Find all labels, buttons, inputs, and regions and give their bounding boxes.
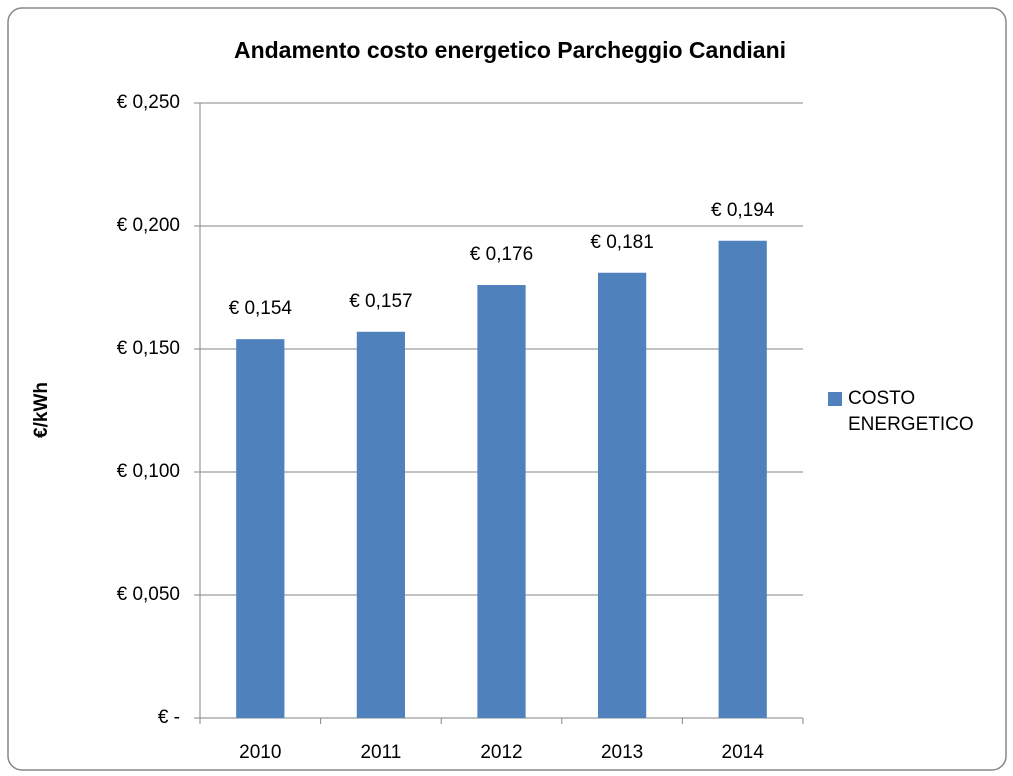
x-tick-label: 2012 xyxy=(480,742,522,763)
y-tick-label: € 0,100 xyxy=(117,461,180,482)
bar xyxy=(597,272,647,718)
y-tick-label: € 0,050 xyxy=(117,584,180,605)
bar xyxy=(477,285,526,718)
y-tick-label: € 0,250 xyxy=(117,92,180,113)
x-tick-label: 2010 xyxy=(239,742,281,763)
legend-label: COSTO ENERGETICO xyxy=(848,388,974,435)
x-tick-label: 2011 xyxy=(360,742,401,763)
data-label: € 0,181 xyxy=(590,232,653,253)
data-label: € 0,194 xyxy=(711,200,775,221)
bar xyxy=(718,240,767,718)
legend-swatch xyxy=(828,392,842,406)
x-tick-label: 2014 xyxy=(722,742,765,763)
bar xyxy=(356,331,406,718)
data-label: € 0,154 xyxy=(229,298,293,319)
y-tick-label: € 0,200 xyxy=(117,215,180,236)
y-axis-label: €/kWh xyxy=(31,382,52,438)
chart-title: Andamento costo energetico Parcheggio Ca… xyxy=(234,37,786,63)
bar xyxy=(236,339,285,718)
y-tick-label: € - xyxy=(158,707,180,728)
data-label: € 0,157 xyxy=(349,291,412,312)
data-label: € 0,176 xyxy=(470,244,533,265)
x-tick-label: 2013 xyxy=(601,742,643,763)
y-tick-label: € 0,150 xyxy=(117,338,180,359)
